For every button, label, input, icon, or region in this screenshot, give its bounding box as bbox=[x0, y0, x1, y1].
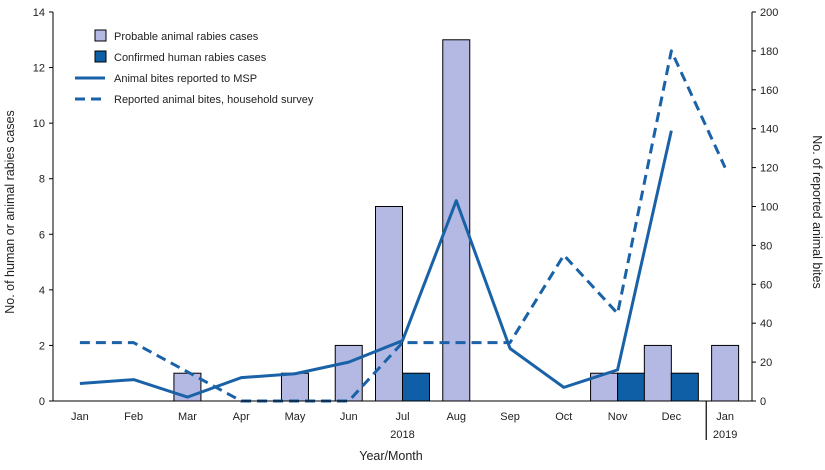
bar-probable-animal-may-4 bbox=[280, 372, 309, 402]
line-msp-bites bbox=[79, 130, 673, 399]
y-axis-left-title: No. of human or animal rabies cases bbox=[3, 110, 17, 314]
y-left-tick-label: 2 bbox=[39, 340, 45, 352]
bar-confirmed-human-nov-10 bbox=[617, 372, 646, 402]
y-right-tick-label: 0 bbox=[760, 396, 766, 408]
x-tick-label-jan-12: Jan bbox=[716, 411, 734, 423]
y-right-tick-label: 200 bbox=[760, 7, 778, 19]
x-tick-label-sep-8: Sep bbox=[500, 411, 520, 423]
axes-layer: 02468101214020406080100120140160180200Ja… bbox=[33, 7, 779, 441]
bar-probable-animal-aug-7 bbox=[442, 39, 471, 402]
x-tick-label-nov-10: Nov bbox=[608, 411, 628, 423]
line-household-survey-bites bbox=[79, 49, 727, 403]
y-right-tick-label: 140 bbox=[760, 124, 778, 136]
legend-label-msp: Animal bites reported to MSP bbox=[114, 73, 257, 85]
bar-confirmed-human-jul-6 bbox=[402, 372, 430, 402]
y-left-tick-label: 8 bbox=[39, 174, 45, 186]
year-label-2018: 2018 bbox=[390, 429, 414, 441]
bar-probable-animal-dec-11 bbox=[643, 344, 672, 402]
y-left-tick-label: 12 bbox=[33, 63, 45, 75]
y-right-tick-label: 20 bbox=[760, 357, 772, 369]
lines-layer bbox=[79, 49, 727, 403]
legend-label-confirmed-human: Confirmed human rabies cases bbox=[114, 52, 267, 64]
y-left-tick-label: 14 bbox=[33, 7, 45, 19]
x-axis-title: Year/Month bbox=[359, 449, 423, 463]
y-right-tick-label: 160 bbox=[760, 85, 778, 97]
legend-swatch-probable-animal bbox=[94, 29, 107, 42]
y-left-tick-label: 4 bbox=[39, 285, 45, 297]
y-right-tick-label: 40 bbox=[760, 318, 772, 330]
y-right-tick-label: 100 bbox=[760, 202, 778, 214]
x-tick-label-jul-6: Jul bbox=[395, 411, 409, 423]
bar-confirmed-human-dec-11 bbox=[670, 372, 699, 402]
x-tick-label-apr-3: Apr bbox=[233, 411, 250, 423]
legend-label-probable-animal: Probable animal rabies cases bbox=[114, 31, 259, 43]
y-axis-right-title: No. of reported animal bites bbox=[810, 135, 824, 289]
y-right-tick-label: 120 bbox=[760, 163, 778, 175]
y-left-tick-label: 10 bbox=[33, 118, 45, 130]
legend: Probable animal rabies cases Confirmed hu… bbox=[75, 29, 314, 106]
legend-label-survey: Reported animal bites, household survey bbox=[114, 94, 314, 106]
x-tick-label-jun-5: Jun bbox=[340, 411, 358, 423]
bar-probable-animal-jul-6 bbox=[375, 206, 403, 402]
legend-swatch-confirmed-human bbox=[94, 50, 107, 63]
y-right-tick-label: 80 bbox=[760, 240, 772, 252]
x-tick-label-oct-9: Oct bbox=[555, 411, 572, 423]
x-tick-label-may-4: May bbox=[285, 411, 306, 423]
x-tick-label-feb-1: Feb bbox=[124, 411, 143, 423]
x-tick-label-jan-0: Jan bbox=[71, 411, 89, 423]
bar-probable-animal-jan-12 bbox=[711, 344, 740, 402]
y-left-tick-label: 6 bbox=[39, 229, 45, 241]
year-label-2019: 2019 bbox=[713, 429, 737, 441]
y-right-tick-label: 180 bbox=[760, 46, 778, 58]
y-right-tick-label: 60 bbox=[760, 279, 772, 291]
x-tick-label-aug-7: Aug bbox=[446, 411, 466, 423]
y-left-tick-label: 0 bbox=[39, 396, 45, 408]
x-tick-label-dec-11: Dec bbox=[662, 411, 682, 423]
x-tick-label-mar-2: Mar bbox=[178, 411, 197, 423]
